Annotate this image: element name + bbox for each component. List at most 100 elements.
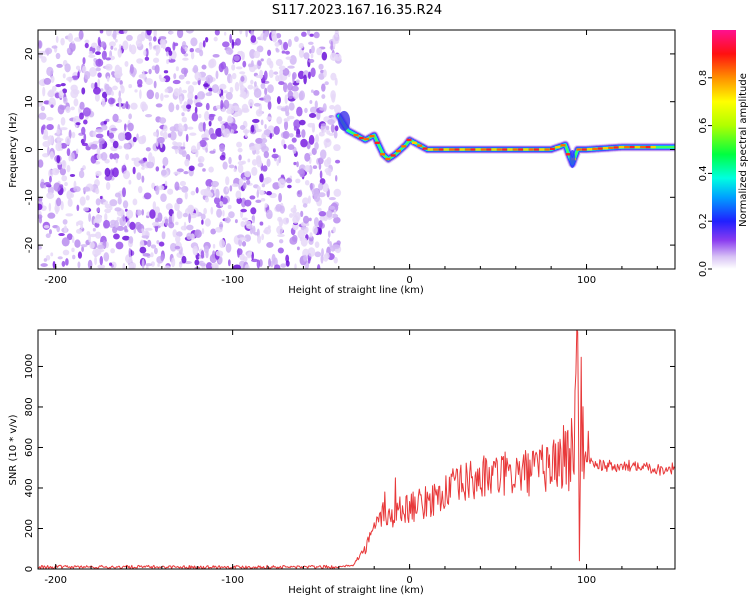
noise-blob (144, 56, 150, 61)
noise-blob (175, 235, 181, 243)
noise-blob (77, 251, 83, 259)
noise-blob (60, 201, 64, 211)
noise-blob (42, 153, 50, 158)
noise-blob (253, 88, 262, 99)
noise-blob (114, 70, 123, 79)
noise-blob (303, 254, 308, 262)
noise-blob (97, 78, 101, 89)
noise-blob (328, 196, 336, 201)
noise-blob (120, 84, 124, 90)
noise-blob (319, 149, 327, 160)
noise-blob (200, 76, 207, 81)
noise-blob (96, 244, 105, 250)
noise-blob (132, 198, 138, 206)
noise-blob (43, 77, 52, 85)
noise-blob (79, 196, 86, 206)
noise-blob (263, 151, 269, 159)
noise-blob (182, 212, 188, 218)
noise-blob (159, 130, 163, 137)
signal-ridge-core (443, 148, 449, 151)
noise-blob (203, 245, 210, 254)
noise-blob (239, 30, 243, 35)
noise-blob (289, 236, 298, 245)
noise-blob (85, 195, 90, 201)
noise-blob (68, 155, 72, 162)
noise-blob (109, 205, 113, 211)
colorbar-tick-label: 0.6 (698, 118, 709, 134)
noise-blob (155, 185, 160, 196)
noise-blob (251, 159, 258, 166)
noise-blob (40, 263, 48, 267)
noise-blob (141, 228, 144, 233)
noise-blob (273, 264, 281, 269)
noise-blob (240, 197, 247, 208)
noise-blob (187, 85, 195, 94)
noise-blob (99, 30, 104, 34)
noise-blob (228, 156, 232, 165)
noise-blob (211, 84, 220, 94)
noise-blob (77, 261, 81, 269)
signal-ridge-core (597, 147, 603, 150)
noise-blob (239, 84, 246, 92)
noise-blob (56, 63, 63, 68)
signal-ridge-core (480, 148, 486, 151)
noise-blob (158, 36, 167, 40)
noise-blob (314, 251, 322, 258)
noise-blob (321, 83, 326, 92)
noise-blob (155, 103, 163, 108)
noise-blob (235, 66, 243, 70)
noise-blob (105, 181, 111, 191)
noise-blob (104, 175, 112, 181)
noise-blob (171, 213, 175, 223)
noise-blob (332, 33, 340, 44)
snr-series-line (38, 330, 675, 569)
noise-blob (161, 220, 165, 224)
noise-blob (53, 182, 61, 192)
noise-blob (192, 81, 198, 86)
noise-blob (43, 258, 48, 262)
noise-blob (176, 252, 185, 258)
noise-blob (242, 176, 247, 181)
noise-blob (318, 72, 325, 80)
noise-blob (296, 190, 303, 198)
noise-blob (109, 152, 114, 160)
noise-blob (136, 133, 139, 141)
noise-blob (329, 104, 335, 110)
spectrogram-y-axis-label: Frequency (Hz) (8, 112, 19, 188)
noise-blob (98, 137, 105, 145)
noise-blob (174, 181, 180, 191)
noise-blob (103, 120, 108, 125)
noise-blob (232, 105, 240, 112)
signal-ridge-core (406, 138, 412, 142)
signal-ridge-core (512, 148, 518, 151)
noise-blob (257, 60, 262, 66)
noise-blob (182, 107, 188, 112)
noise-blob (183, 170, 189, 175)
noise-blob (119, 80, 123, 86)
noise-blob (99, 255, 103, 266)
noise-blob (175, 221, 179, 226)
noise-blob (38, 100, 43, 107)
colorbar-tick-label: 0.2 (698, 213, 709, 229)
noise-blob (112, 167, 119, 178)
noise-blob (208, 166, 214, 173)
noise-blob (175, 66, 179, 72)
noise-blob (296, 246, 300, 251)
noise-blob (95, 58, 104, 67)
noise-blob (198, 113, 202, 119)
noise-blob (318, 63, 324, 70)
noise-blob (240, 221, 245, 228)
noise-blob (125, 209, 134, 219)
noise-blob (323, 138, 332, 148)
noise-blob (188, 213, 191, 224)
snr-background (38, 330, 675, 569)
noise-blob (194, 95, 198, 100)
noise-blob (310, 67, 316, 78)
noise-blob (46, 116, 54, 121)
noise-blob (141, 175, 145, 183)
noise-blob (288, 102, 295, 111)
noise-blob (174, 245, 181, 250)
noise-blob (132, 166, 136, 175)
noise-blob (315, 134, 319, 144)
noise-blob (123, 225, 128, 232)
